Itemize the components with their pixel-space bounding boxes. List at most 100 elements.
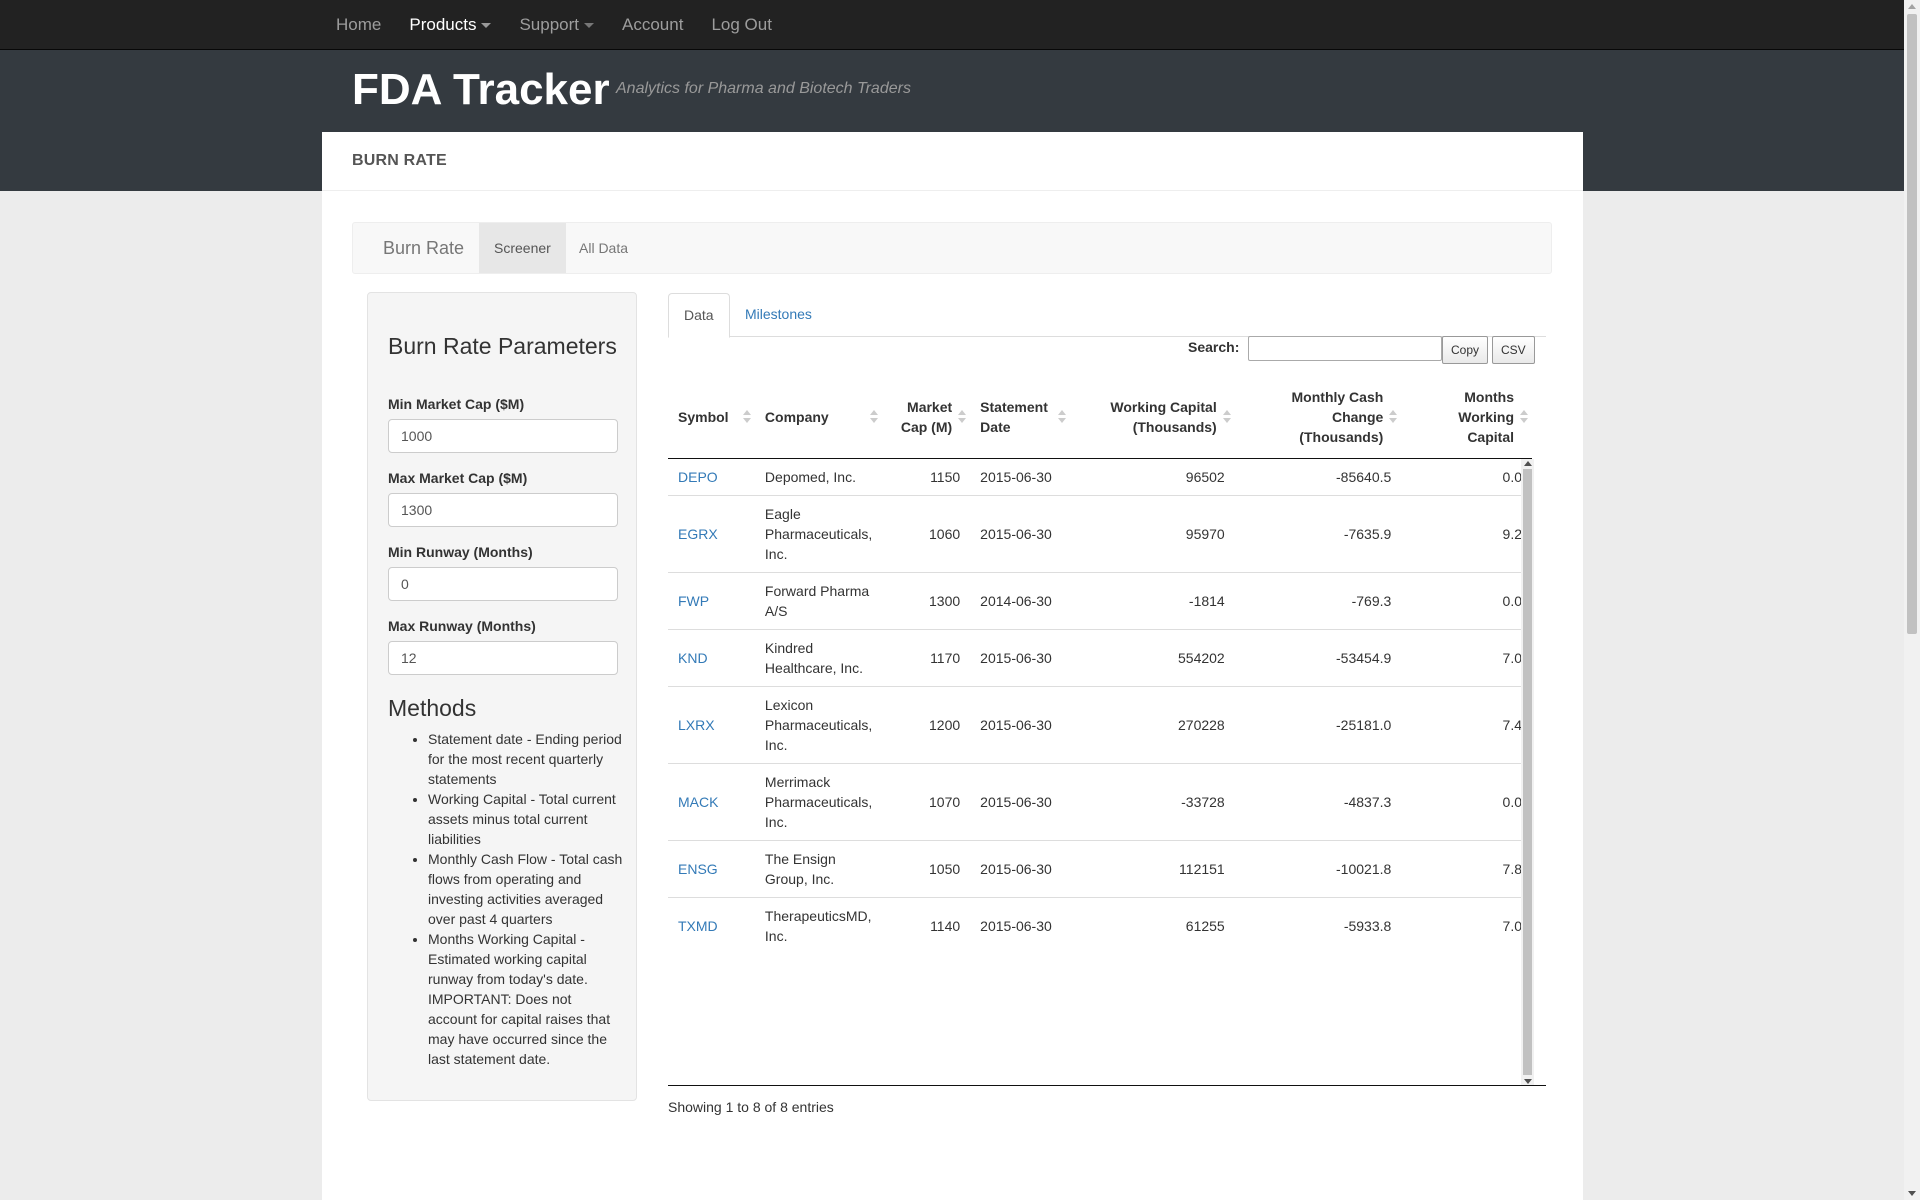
max-market-cap-input[interactable] [388,493,618,527]
symbol-link[interactable]: FWP [678,592,710,609]
table-row: DEPO Depomed, Inc. 1150 2015-06-30 96502… [668,458,1532,495]
column-header-label: Statement Date [980,398,1048,435]
nav-home-label: Home [336,15,382,34]
company-cell: TherapeuticsMD, Inc. [754,896,883,954]
nav-account[interactable]: Account [608,0,697,50]
symbol-cell: EGRX [668,494,755,572]
column-header-label: Working Capital (Thousands) [1110,398,1217,435]
scroll-up-arrow-icon[interactable] [1908,4,1916,9]
months-working-capital-cell: 7.8 [1401,839,1532,897]
sort-icon [958,409,967,424]
parameters-title: Burn Rate Parameters [388,333,617,359]
statement-date-cell: 2015-06-30 [980,468,1052,485]
column-header-months-working-capital[interactable]: Months Working Capital [1401,376,1532,459]
column-header-label: Company [764,408,829,425]
column-header-working-capital[interactable]: Working Capital (Thousands) [1070,376,1235,459]
scroll-down-arrow-icon[interactable] [1524,1079,1532,1084]
monthly-cash-change-cell: -25181.0 [1234,685,1402,763]
months-working-capital-cell: 7.0 [1401,628,1532,686]
site-tagline: Analytics for Pharma and Biotech Traders [616,80,911,97]
months-working-capital-cell: 0.0 [1502,468,1522,485]
site-title: FDA Tracker [352,65,610,114]
sort-icon [870,409,879,424]
column-header-market-cap[interactable]: Market Cap (M) [882,376,971,459]
company-cell: Lexicon Pharmaceuticals, Inc. [754,685,883,763]
top-navbar: Home Products Support Account Log Out [0,0,1904,50]
market-cap-cell: 1300 [882,571,971,629]
sort-icon [1520,409,1528,424]
table-row: KND Kindred Healthcare, Inc. 1170 2015-0… [668,628,1532,686]
symbol-cell: FWP [668,571,755,629]
min-market-cap-input[interactable] [388,419,618,453]
column-header-symbol[interactable]: Symbol [668,376,755,459]
method-item: Monthly Cash Flow - Total cash flows fro… [428,849,623,929]
page-scroll-thumb[interactable] [1907,14,1917,634]
statement-date-cell: 2015-06-30 [970,839,1071,897]
subnav-brand[interactable]: Burn Rate [383,238,465,258]
symbol-link[interactable]: ENSG [678,860,718,877]
symbol-link[interactable]: EGRX [678,525,718,542]
symbol-cell: LXRX [668,685,755,763]
monthly-cash-change-cell: -10021.8 [1234,839,1402,897]
nav-products-label: Products [409,15,477,34]
method-item: Months Working Capital - Estimated worki… [428,929,623,1069]
working-capital-cell: 270228 [1070,685,1235,763]
table-row: ENSG The Ensign Group, Inc. 1050 2015-06… [668,839,1532,897]
sub-navbar: Burn Rate Screener All Data [352,222,1552,274]
scroll-up-arrow-icon[interactable] [1524,461,1532,466]
sort-icon [742,409,751,424]
page-scrollbar[interactable] [1904,0,1920,1200]
sort-icon [1058,409,1067,424]
table-row: TXMD TherapeuticsMD, Inc. 1140 2015-06-3… [668,896,1532,954]
subnav-tab-screener[interactable]: Screener [479,223,566,273]
column-header-label: Symbol [678,408,729,425]
column-header-label: Months Working Capital [1458,388,1514,445]
column-header-monthly-cash-change[interactable]: Monthly Cash Change (Thousands) [1234,376,1402,459]
table-row: MACK Merrimack Pharmaceuticals, Inc. 107… [668,762,1532,840]
monthly-cash-change-cell: -85640.5 [1336,468,1392,485]
tab-milestones[interactable]: Milestones [745,306,812,322]
symbol-link[interactable]: TXMD [678,917,718,934]
scroll-down-arrow-icon[interactable] [1908,1191,1916,1196]
column-header-company[interactable]: Company [754,376,883,459]
working-capital-cell: 95970 [1070,494,1235,572]
symbol-cell: DEPO [668,458,755,495]
table-bottom-border [668,1085,1546,1086]
methods-title: Methods [388,695,477,721]
tab-data[interactable]: Data [668,293,730,338]
statement-date-cell: 2015-06-30 [970,494,1071,572]
market-cap-cell: 1170 [882,628,971,686]
table-scrollbar[interactable] [1521,459,1534,1086]
symbol-link[interactable]: MACK [678,793,719,810]
nav-home[interactable]: Home [322,0,395,50]
copy-button[interactable]: Copy [1442,336,1489,364]
table-row: LXRX Lexicon Pharmaceuticals, Inc. 1200 … [668,685,1532,763]
symbol-link[interactable]: DEPO [678,468,718,485]
nav-products[interactable]: Products [395,0,505,50]
min-runway-input[interactable] [388,567,618,601]
max-runway-input[interactable] [388,641,618,675]
symbol-link[interactable]: LXRX [678,716,715,733]
csv-button[interactable]: CSV [1492,336,1535,364]
table-scroll-thumb[interactable] [1523,469,1532,1075]
monthly-cash-change-cell: -53454.9 [1234,628,1402,686]
company-cell: Depomed, Inc. [764,468,856,485]
min-market-cap-label: Min Market Cap ($M) [388,396,525,412]
nav-logout[interactable]: Log Out [697,0,786,50]
search-input[interactable] [1248,336,1442,361]
statement-date-cell: 2015-06-30 [970,685,1071,763]
subnav-tab-all-data[interactable]: All Data [579,240,629,256]
content-tabs: Data Milestones [668,293,1546,338]
nav-support[interactable]: Support [505,0,608,50]
monthly-cash-change-cell: -7635.9 [1234,494,1402,572]
company-cell: Eagle Pharmaceuticals, Inc. [754,494,883,572]
company-cell: Kindred Healthcare, Inc. [754,628,883,686]
column-header-statement-date[interactable]: Statement Date [970,376,1071,459]
statement-date-cell: 2015-06-30 [970,896,1071,954]
monthly-cash-change-cell: -4837.3 [1234,762,1402,840]
max-runway-label: Max Runway (Months) [388,618,536,634]
working-capital-cell: 61255 [1070,896,1235,954]
table-row: FWP Forward Pharma A/S 1300 2014-06-30 -… [668,571,1532,629]
symbol-link[interactable]: KND [678,649,708,666]
working-capital-cell: 554202 [1070,628,1235,686]
